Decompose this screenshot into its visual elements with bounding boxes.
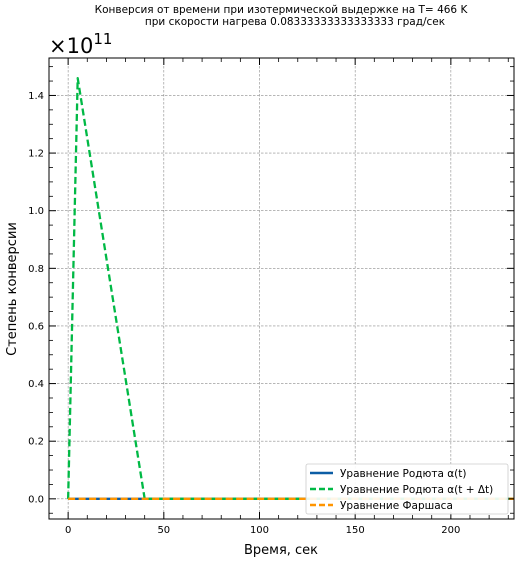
- x-tick-label: 50: [157, 525, 170, 536]
- y-tick-label: 0.6: [28, 321, 44, 332]
- chart-title-line-2: при скорости нагрева 0.08333333333333333…: [145, 16, 445, 28]
- x-tick-label: 150: [346, 525, 365, 536]
- y-tick-label: 0.2: [28, 437, 44, 448]
- plot-area: [49, 58, 514, 519]
- y-tick-label: 0.8: [28, 264, 44, 275]
- legend: Уравнение Родюта α(t) Уравнение Родюта α…: [305, 463, 509, 515]
- y-tick-label: 0.0: [28, 494, 44, 505]
- legend-label-series-3: Уравнение Фаршаса: [340, 500, 453, 512]
- y-offset-exponent: 11: [93, 30, 112, 48]
- x-axis-label: Время, сек: [244, 543, 318, 558]
- y-tick-label: 1.4: [28, 91, 44, 102]
- x-tick-label: 200: [441, 525, 460, 536]
- y-axis-label: Степень конверсии: [5, 222, 20, 356]
- plot-frame: [48, 57, 515, 520]
- y-offset-base: ×10: [49, 34, 93, 58]
- y-tick-label: 1.0: [28, 206, 44, 217]
- chart-title-line-1: Конверсия от времени при изотермической …: [95, 4, 469, 16]
- legend-label-series-1: Уравнение Родюта α(t): [340, 468, 466, 480]
- x-tick-label: 0: [65, 525, 71, 536]
- x-tick-label: 100: [250, 525, 269, 536]
- axis-ticks: 0 50 100 150 200 0.0 0.2 0.4 0.6 0.8 1.0 1.2 1.4: [28, 58, 514, 536]
- y-tick-label: 1.2: [28, 149, 44, 160]
- y-offset-label: ×1011: [49, 30, 112, 58]
- legend-label-series-2: Уравнение Родюта α(t + Δt): [340, 484, 493, 496]
- y-tick-label: 0.4: [28, 379, 44, 390]
- legend-box: [305, 463, 509, 515]
